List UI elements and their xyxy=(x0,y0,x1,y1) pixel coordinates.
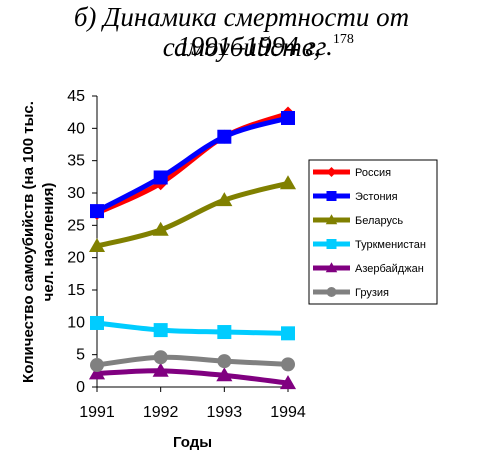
data-point xyxy=(90,358,104,373)
legend-swatch-marker xyxy=(326,287,337,297)
series-line xyxy=(94,180,291,249)
legend-swatch-marker xyxy=(325,262,338,273)
data-point xyxy=(217,354,232,369)
data-point xyxy=(216,192,233,207)
series-4 xyxy=(88,362,297,390)
data-point xyxy=(217,325,232,340)
series-line xyxy=(94,354,291,368)
x-tick-label: 1994 xyxy=(270,404,306,421)
series-2 xyxy=(88,175,297,252)
chart-title-line2: 1991–1994 гг.178 xyxy=(20,31,491,67)
data-point xyxy=(153,170,168,185)
chart-legend: Россия Эстония Беларусь Туркменистан Азербай… xyxy=(308,159,438,305)
data-point xyxy=(88,237,106,252)
data-point xyxy=(88,365,106,380)
data-point xyxy=(281,326,295,341)
chart-series xyxy=(88,106,297,390)
series-3 xyxy=(90,315,295,341)
y-axis-title-line2: чел. населения) xyxy=(40,183,57,302)
y-tick-label: 30 xyxy=(67,185,85,202)
legend-label: Беларусь xyxy=(355,215,403,227)
legend-swatch-marker xyxy=(326,239,337,249)
data-point xyxy=(279,175,297,190)
series-1 xyxy=(90,110,295,219)
data-point xyxy=(217,129,232,144)
y-tick-label: 5 xyxy=(76,347,85,364)
series-5 xyxy=(90,350,295,373)
y-axis-title-line1: Количество самоубийств (на 100 тыс. xyxy=(20,101,37,383)
y-tick-label: 10 xyxy=(67,314,85,331)
legend-label: Россия xyxy=(355,167,391,179)
footnote-marker: 178 xyxy=(332,32,354,47)
x-tick-label: 1992 xyxy=(143,404,179,421)
data-point xyxy=(279,375,297,390)
y-tick-label: 45 xyxy=(67,88,85,105)
x-axis-title: Годы xyxy=(173,434,212,451)
x-tick-label: 1991 xyxy=(79,404,115,421)
y-tick-label: 35 xyxy=(67,153,85,170)
data-point xyxy=(281,357,295,372)
series-line xyxy=(94,110,291,216)
data-point xyxy=(90,315,104,330)
y-tick-label: 15 xyxy=(67,282,85,299)
data-point xyxy=(216,367,233,382)
legend-swatch-marker xyxy=(326,191,337,201)
y-tick-label: 40 xyxy=(67,120,85,137)
y-tick-label: 25 xyxy=(67,217,85,234)
y-tick-label: 20 xyxy=(67,250,85,267)
chart-title-line1: б) Динамика смертности от самоубийств, xyxy=(73,2,410,62)
series-line xyxy=(94,320,291,336)
legend-swatch-marker xyxy=(326,167,337,177)
legend-label: Эстония xyxy=(355,191,398,203)
data-point xyxy=(153,323,168,338)
legend-box xyxy=(308,159,438,305)
x-tick-label: 1993 xyxy=(207,404,243,421)
y-tick-label: 0 xyxy=(76,379,85,396)
data-point xyxy=(152,221,169,236)
data-point xyxy=(90,204,104,219)
legend-label: Азербайджан xyxy=(355,263,424,275)
data-point xyxy=(153,350,168,365)
data-point xyxy=(152,362,169,377)
legend-swatch-marker xyxy=(325,214,338,225)
series-line xyxy=(94,115,291,214)
chart-title-years: 1991–1994 гг. xyxy=(177,31,333,61)
chart-axes: 0 5 10 15 20 25 30 35 40 45 1991 1992 1993 1994 Годы Ко… xyxy=(20,88,306,451)
data-point xyxy=(281,110,295,125)
series-line xyxy=(94,368,291,386)
legend-label: Грузия xyxy=(355,287,389,299)
legend-label: Туркменистан xyxy=(355,239,426,251)
